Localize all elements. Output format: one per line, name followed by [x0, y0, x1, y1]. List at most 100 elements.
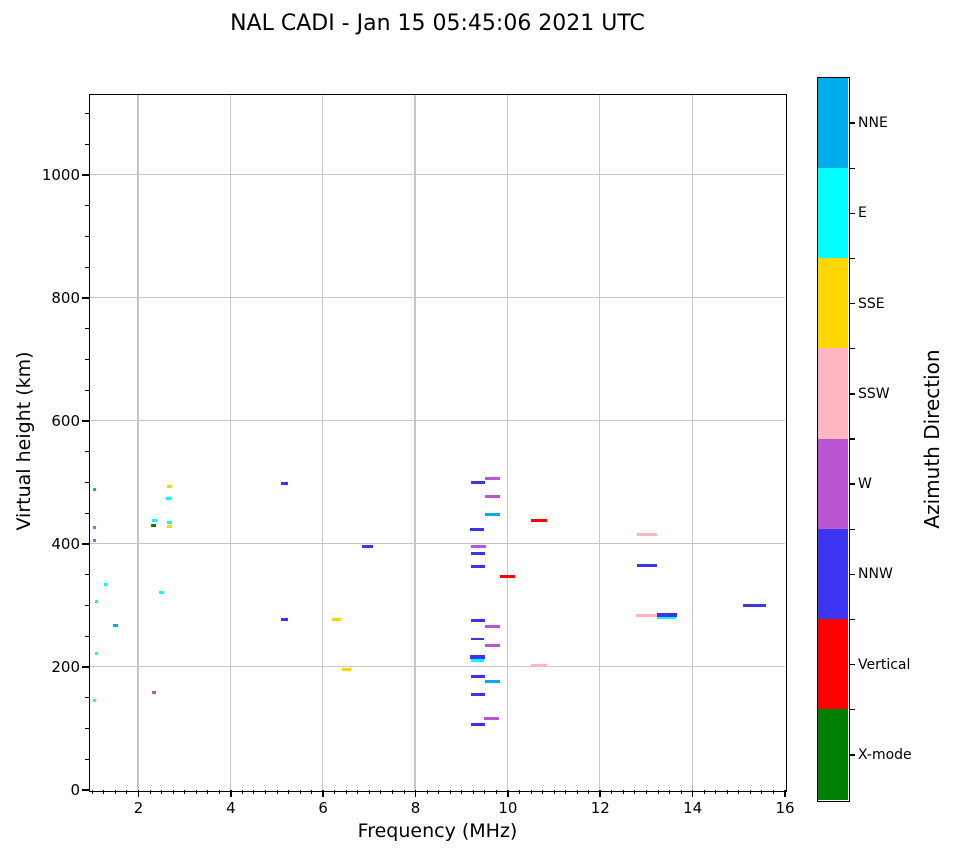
plot-area: [88, 93, 787, 792]
y-tick-label: 200: [51, 657, 80, 676]
colorbar-segment-ssw: [817, 348, 848, 439]
x-minor-tick: [703, 790, 705, 794]
y-minor-tick: [85, 266, 89, 268]
y-axis-label: Virtual height (km): [13, 351, 35, 531]
x-minor-tick: [461, 790, 463, 794]
y-tick-label: 400: [51, 534, 80, 553]
data-point-e: [94, 652, 98, 656]
x-minor-tick: [449, 790, 451, 794]
colorbar-segment-e: [817, 167, 848, 258]
y-minor-tick: [85, 574, 89, 576]
data-point-w: [93, 526, 97, 529]
x-minor-tick: [241, 790, 243, 794]
gridline-horizontal: [89, 665, 785, 668]
colorbar-boundary-tick: [849, 618, 855, 621]
x-minor-tick: [126, 790, 128, 794]
x-tick-label: 6: [318, 799, 328, 817]
data-point-w: [152, 691, 157, 695]
data-point-nnw: [470, 480, 485, 484]
gridline-vertical: [137, 94, 139, 790]
data-point-w: [484, 625, 500, 628]
y-minor-tick: [85, 235, 89, 237]
colorbar-tick-label: W: [858, 476, 872, 493]
colorbar-boundary-tick: [849, 167, 855, 169]
colorbar-center-tick: [849, 663, 855, 666]
x-minor-tick: [576, 790, 578, 794]
x-minor-tick: [588, 790, 590, 794]
colorbar-tick-label: NNE: [858, 115, 888, 132]
y-tick-label: 800: [51, 288, 80, 307]
data-point-w: [484, 495, 500, 499]
data-point-e: [166, 520, 172, 524]
colorbar-center-tick: [849, 483, 855, 485]
x-minor-tick: [518, 790, 520, 794]
colorbar-boundary-tick: [849, 257, 855, 260]
colorbar: [816, 76, 850, 802]
y-tick-label: 1000: [41, 165, 80, 184]
data-point-nnw: [470, 565, 485, 569]
y-minor-tick: [85, 205, 89, 207]
data-point-vertical: [531, 519, 548, 523]
data-point-nnw: [470, 618, 485, 622]
gridline-horizontal: [89, 542, 785, 545]
x-minor-tick: [472, 790, 474, 794]
data-point-vertical: [500, 574, 516, 578]
data-point-nnw: [742, 604, 767, 608]
x-minor-tick: [738, 790, 740, 794]
colorbar-boundary-tick: [849, 348, 855, 350]
y-minor-tick: [85, 635, 89, 637]
x-tick-label: 14: [683, 799, 703, 817]
x-major-tick: [784, 790, 786, 797]
colorbar-segment-w: [817, 438, 848, 529]
data-point-sse: [341, 667, 351, 671]
x-major-tick: [507, 790, 509, 797]
data-point-sse: [166, 524, 172, 528]
y-major-tick: [82, 297, 89, 299]
data-point-nne: [484, 512, 500, 516]
y-minor-tick: [85, 697, 89, 699]
data-point-e: [103, 583, 107, 587]
data-point-e: [165, 496, 171, 500]
x-minor-tick: [530, 790, 532, 794]
y-major-tick: [82, 789, 89, 791]
x-minor-tick: [368, 790, 370, 794]
data-point-nnw: [637, 563, 657, 567]
x-tick-label: 16: [775, 799, 795, 817]
data-point-nne: [484, 679, 501, 683]
x-minor-tick: [114, 790, 116, 794]
y-minor-tick: [85, 112, 89, 114]
data-point-nnw: [362, 545, 373, 549]
data-point-nnw: [470, 723, 485, 727]
data-point-e: [656, 616, 676, 620]
colorbar-tick-label: NNW: [858, 566, 893, 583]
colorbar-center-tick: [849, 122, 855, 124]
chart-title: NAL CADI - Jan 15 05:45:06 2021 UTC: [230, 11, 645, 36]
x-minor-tick: [680, 790, 682, 794]
data-point-e: [470, 659, 485, 662]
x-minor-tick: [195, 790, 197, 794]
x-minor-tick: [726, 790, 728, 794]
gridline-vertical: [229, 94, 231, 790]
colorbar-center-tick: [849, 754, 855, 756]
x-minor-tick: [669, 790, 671, 794]
colorbar-segment-sse: [817, 258, 848, 349]
x-minor-tick: [542, 790, 544, 794]
x-minor-tick: [276, 790, 278, 794]
grid-layer: [89, 94, 785, 790]
x-minor-tick: [622, 790, 624, 794]
colorbar-tick-label: SSE: [858, 295, 885, 312]
colorbar-segment-nne: [817, 77, 848, 168]
x-minor-tick: [311, 790, 313, 794]
x-minor-tick: [380, 790, 382, 794]
x-minor-tick: [553, 790, 555, 794]
x-minor-tick: [218, 790, 220, 794]
x-minor-tick: [288, 790, 290, 794]
x-minor-tick: [565, 790, 567, 794]
data-point-e: [94, 600, 98, 604]
x-minor-tick: [184, 790, 186, 794]
y-minor-tick: [85, 758, 89, 760]
y-minor-tick: [85, 727, 89, 729]
data-point-ssw: [636, 613, 657, 617]
x-minor-tick: [334, 790, 336, 794]
